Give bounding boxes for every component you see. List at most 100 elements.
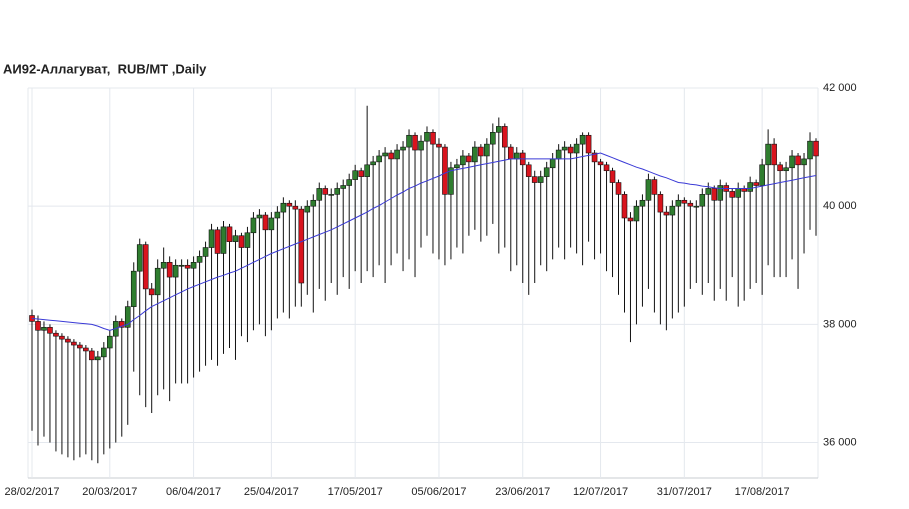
candle-body [352,170,358,180]
candle-body [316,188,323,201]
candle-body [286,202,293,207]
candle-body [178,264,185,267]
candle-body [292,205,299,210]
moving-average [31,152,817,331]
candle-body [501,126,508,148]
candle-body [711,188,718,201]
candle-body [621,194,628,219]
candle-body [340,185,347,189]
candle-body [142,244,149,290]
candle-body [525,164,532,177]
x-tick-label: 20/03/2017 [82,486,137,498]
candle-body [41,327,47,331]
candle-body [346,179,352,186]
candle-body [442,146,448,195]
candle-body [717,185,724,201]
candle-body [675,199,682,207]
candle-body [807,140,813,160]
candle-body [567,146,574,154]
candle-body [262,214,269,231]
candle-body [334,188,341,195]
candle-body [687,202,694,207]
candle-body [35,321,41,331]
candle-body [573,143,580,154]
candle-body [681,199,688,204]
candle-body [591,152,598,163]
candle-body [633,205,640,222]
candle-body [609,170,616,183]
candle-body [507,146,514,160]
candle-body [71,341,77,346]
candle-body [705,188,712,195]
candle-body [202,247,209,257]
candle-body [651,179,658,195]
candle-body [747,182,753,192]
candle-body [400,146,406,151]
candle-body [484,143,490,157]
candle-body [813,140,819,157]
candle-body [130,270,137,307]
candle-body [639,199,646,207]
candle-body [154,267,161,296]
candle-body [472,146,478,163]
candle-body [466,155,472,163]
candle-body [801,158,807,166]
candle-body [244,232,251,248]
candle-body [238,235,245,248]
x-tick-label: 23/06/2017 [495,486,550,498]
candle-body [101,347,107,358]
candle-body [190,262,197,269]
candle-body [555,149,562,160]
candle-body [328,194,335,196]
y-tick-label: 36 000 [823,436,857,448]
chart-title: АИ92-Аллагуват, RUB/MT ,Daily [3,61,207,76]
candle-body [250,217,257,234]
candle-body [160,262,167,269]
candle-body [310,199,317,207]
candle-body [454,164,460,169]
candle-body [107,335,113,349]
candle-body [496,126,502,133]
candle-body [657,194,664,213]
candle-body [89,350,95,361]
candle-body [394,149,400,160]
candle-body [256,214,263,219]
x-tick-label: 12/07/2017 [573,486,628,498]
candle-body [490,132,496,145]
candle-body [795,155,801,166]
candle-body [124,306,131,328]
candle-body [226,226,233,242]
candle-body [418,140,424,151]
candle-body [597,161,604,166]
candle-body [118,321,125,328]
candle-body [376,155,382,163]
candle-body [549,158,556,169]
candle-body [663,211,670,216]
candle-body [208,229,215,248]
candle-body [603,164,610,172]
candle-body [561,146,568,151]
candle-body [268,217,275,231]
candle-body [53,332,59,337]
candle-body [448,167,454,195]
candle-body [358,170,364,177]
candle-body [543,167,550,177]
candle-body [579,134,586,145]
x-tick-label: 05/06/2017 [411,486,466,498]
candle-body [95,356,101,361]
candle-body [172,264,179,278]
candle-body [136,244,143,272]
candle-body [424,132,430,142]
candle-body [699,194,706,207]
candle-body [280,202,287,213]
candle-body [59,335,65,340]
candle-body [771,143,777,166]
candle-body [513,152,520,160]
candle-body [406,134,412,148]
candle-body [765,143,771,166]
candle-body [783,167,789,172]
x-tick-label: 17/05/2017 [328,486,383,498]
